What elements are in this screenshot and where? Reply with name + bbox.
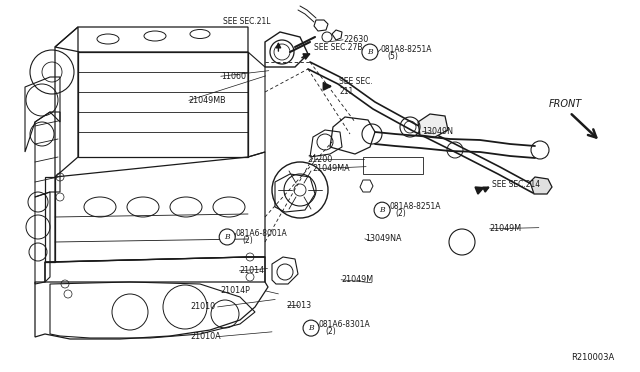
Polygon shape [418,114,448,137]
Text: B: B [225,233,230,241]
Text: (5): (5) [388,52,399,61]
Text: R210003A: R210003A [571,353,614,362]
Text: 21049M: 21049M [341,275,373,284]
Text: SEE SEC.214: SEE SEC.214 [492,180,540,189]
Text: 21010: 21010 [191,302,216,311]
Circle shape [449,229,475,255]
Text: SEE SEC.27B: SEE SEC.27B [314,43,362,52]
Text: 21014: 21014 [239,266,264,275]
Text: (2): (2) [396,209,406,218]
Text: SEE SEC.: SEE SEC. [339,77,373,86]
Text: 21049MA: 21049MA [312,164,350,173]
Text: 21049MB: 21049MB [189,96,227,105]
Text: SEE SEC.21L: SEE SEC.21L [223,17,270,26]
Circle shape [362,44,378,60]
Text: 21010A: 21010A [191,332,221,341]
Text: 21049M: 21049M [490,224,522,233]
Text: B: B [308,324,314,332]
Text: 21200: 21200 [307,155,332,164]
Text: B: B [367,48,372,56]
Polygon shape [530,177,552,194]
Text: 081A8-8251A: 081A8-8251A [389,202,440,211]
Text: 22630: 22630 [343,35,368,44]
Circle shape [303,320,319,336]
Text: 21014P: 21014P [221,286,251,295]
Text: B: B [380,206,385,214]
Text: 081A6-8001A: 081A6-8001A [236,229,287,238]
Circle shape [374,202,390,218]
Text: (2): (2) [242,236,253,245]
Text: 081A6-8301A: 081A6-8301A [319,320,371,329]
Text: 13049NA: 13049NA [365,234,401,243]
Circle shape [219,229,236,245]
Text: 11060: 11060 [221,72,246,81]
Text: 211: 211 [339,87,353,96]
Text: 13049N: 13049N [422,127,453,136]
Text: 21013: 21013 [287,301,312,310]
Text: 081A8-8251A: 081A8-8251A [381,45,432,54]
Text: (2): (2) [325,327,336,336]
Text: FRONT: FRONT [549,99,582,109]
